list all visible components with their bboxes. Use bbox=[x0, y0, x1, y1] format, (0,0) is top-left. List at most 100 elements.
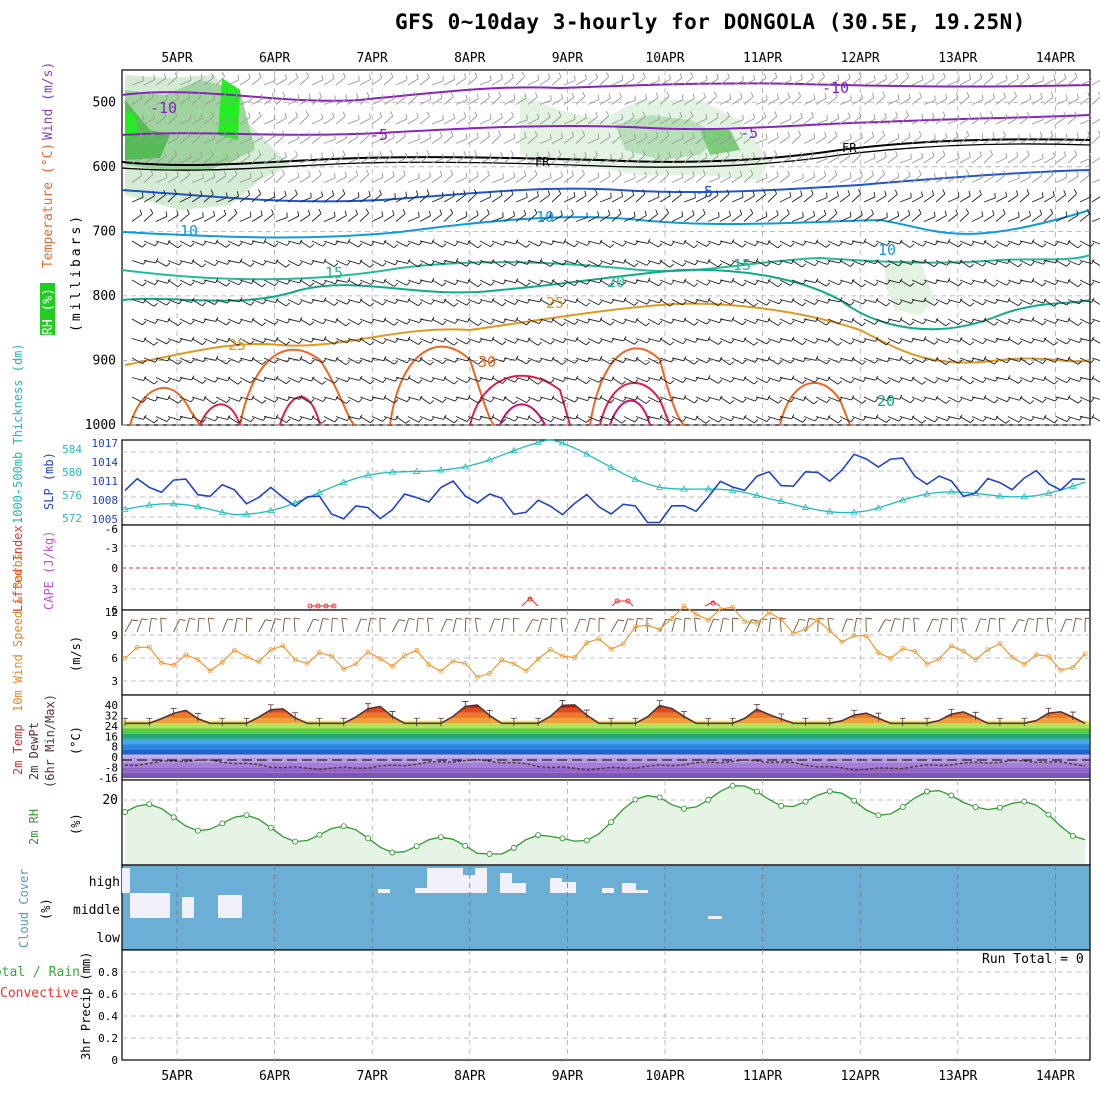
wind-barb bbox=[443, 174, 454, 183]
wind-barb-flag bbox=[982, 378, 987, 383]
wind-barb bbox=[587, 138, 600, 144]
wind-barb bbox=[647, 416, 660, 420]
wind-barb bbox=[131, 240, 143, 248]
wind-barb bbox=[1007, 216, 1020, 222]
wind-barb bbox=[575, 318, 588, 324]
wind10-barb-flag bbox=[360, 618, 367, 621]
wind-barb-flag bbox=[682, 262, 687, 267]
wind-barb-flag bbox=[669, 341, 675, 346]
wind-barb bbox=[551, 279, 563, 288]
wind-barb bbox=[1067, 98, 1079, 105]
wind-barb-flag bbox=[860, 132, 863, 138]
wind-barb bbox=[215, 214, 227, 222]
wind-barb bbox=[203, 99, 216, 105]
minmax-bar bbox=[122, 717, 128, 727]
wind-barb bbox=[959, 299, 971, 307]
wind-barb bbox=[947, 196, 960, 203]
wind-barb bbox=[431, 318, 443, 326]
wind-barb-flag bbox=[634, 379, 639, 384]
wind-barb bbox=[887, 299, 899, 306]
wind-barb bbox=[815, 396, 827, 404]
wind-barb-flag bbox=[1039, 209, 1043, 215]
wind-barb bbox=[167, 214, 179, 222]
wind-barb bbox=[767, 338, 780, 344]
wind-barb bbox=[755, 279, 768, 284]
wind-barb bbox=[983, 214, 995, 222]
wind-barb bbox=[215, 416, 228, 421]
wind-barb-flag bbox=[838, 397, 843, 402]
wind-barb-flag bbox=[453, 302, 458, 307]
wind-barb-flag bbox=[821, 72, 826, 77]
rh2m-unit: (%) bbox=[69, 813, 83, 835]
wind-barb bbox=[659, 377, 671, 385]
wind-barb-flag bbox=[752, 152, 755, 158]
wind-barb bbox=[935, 137, 947, 144]
wind-barb bbox=[575, 96, 586, 105]
wind-barb bbox=[551, 260, 564, 266]
wind-barb-flag bbox=[670, 280, 675, 285]
wind-barb bbox=[659, 240, 672, 247]
wind-barb-flag bbox=[358, 398, 363, 403]
wind-barb bbox=[347, 213, 358, 222]
wind-barb-flag bbox=[1015, 190, 1019, 196]
wind-barb-flag bbox=[585, 302, 591, 307]
minmax-bar bbox=[1021, 717, 1028, 727]
wind-barb bbox=[923, 299, 935, 306]
wind-barb-flag bbox=[582, 130, 586, 136]
wind-barb bbox=[251, 416, 264, 421]
wind-barb bbox=[155, 357, 168, 362]
wind-barb bbox=[467, 154, 478, 164]
wind10-barb bbox=[1060, 618, 1067, 633]
wind-barb-flag bbox=[405, 191, 408, 197]
wind-barb bbox=[623, 318, 636, 323]
wind-barb bbox=[443, 416, 455, 424]
wind-barb-flag bbox=[403, 131, 406, 137]
wind-barb-flag bbox=[500, 112, 503, 118]
wind-barb bbox=[1043, 96, 1054, 105]
wind-barb bbox=[875, 299, 887, 307]
wind-barb-flag bbox=[858, 189, 862, 195]
wind-barb bbox=[227, 135, 238, 144]
wind-barb-flag bbox=[346, 377, 351, 383]
wind-barb-flag bbox=[284, 74, 287, 80]
wind-barb-flag bbox=[526, 359, 531, 365]
wind-barb bbox=[755, 138, 768, 144]
wind-barb-flag bbox=[766, 339, 771, 345]
wind-barb-flag bbox=[190, 320, 195, 325]
wind-barb-flag bbox=[594, 189, 598, 195]
wind-barb bbox=[227, 174, 238, 183]
wind-barb-flag bbox=[238, 319, 243, 324]
wind-barb bbox=[803, 99, 816, 105]
wind-barb-flag bbox=[500, 190, 503, 196]
wind-barb-flag bbox=[153, 113, 156, 119]
wind-barb bbox=[587, 240, 600, 245]
wind-barb-flag bbox=[851, 317, 855, 323]
wind-barb-flag bbox=[681, 172, 684, 178]
wind-barb bbox=[899, 175, 911, 183]
wind-barb bbox=[743, 212, 754, 222]
wind-barb-flag bbox=[297, 211, 300, 217]
wind-barb-flag bbox=[1028, 210, 1031, 216]
wind-barb bbox=[923, 338, 935, 345]
wind10-barb-flag bbox=[275, 618, 282, 621]
rh2m-point bbox=[462, 842, 469, 849]
wind-barb-flag bbox=[224, 93, 227, 99]
wind-barb bbox=[683, 299, 696, 305]
wind10-barb-flag bbox=[198, 617, 205, 620]
wind-barb-flag bbox=[247, 151, 251, 157]
wind-barb-flag bbox=[895, 73, 899, 79]
wind-barb-flag bbox=[346, 299, 351, 305]
wind10-barb-flag bbox=[532, 619, 539, 621]
wind-barb-flag bbox=[295, 150, 298, 156]
wind-barb bbox=[263, 136, 274, 144]
wind-barb bbox=[635, 318, 647, 327]
contour-label: 25 bbox=[228, 336, 246, 354]
wind-barb bbox=[215, 318, 227, 326]
wind-barb-flag bbox=[884, 74, 887, 80]
wind-barb-flag bbox=[811, 111, 814, 117]
wind-barb bbox=[1067, 115, 1078, 125]
wind-barb bbox=[347, 80, 360, 86]
wind-barb bbox=[971, 357, 984, 362]
wind-barb bbox=[743, 318, 756, 324]
wind-barb bbox=[599, 416, 612, 421]
